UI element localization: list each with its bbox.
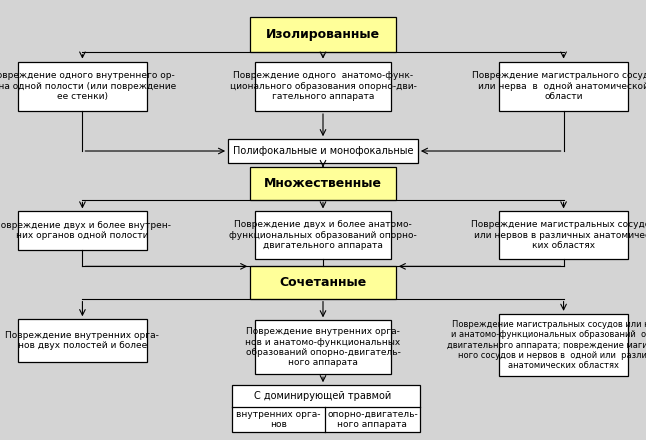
FancyBboxPatch shape: [250, 17, 396, 52]
FancyBboxPatch shape: [499, 62, 629, 111]
FancyBboxPatch shape: [255, 211, 391, 259]
FancyBboxPatch shape: [499, 314, 629, 376]
FancyBboxPatch shape: [17, 62, 147, 111]
Text: Повреждение магистральных сосудов или нервов
и анатомо-функциональных образовани: Повреждение магистральных сосудов или не…: [446, 320, 646, 370]
Text: Повреждение двух и более анатомо-
функциональных образований опорно-
двигательно: Повреждение двух и более анатомо- функци…: [229, 220, 417, 250]
FancyBboxPatch shape: [255, 62, 391, 111]
FancyBboxPatch shape: [17, 211, 147, 250]
Text: Изолированные: Изолированные: [266, 28, 380, 41]
FancyBboxPatch shape: [250, 266, 396, 299]
Text: Повреждение двух и более внутрен-
них органов одной полости: Повреждение двух и более внутрен- них ор…: [0, 221, 171, 241]
FancyBboxPatch shape: [228, 139, 418, 163]
Text: Повреждение магистрального сосуда
или нерва  в  одной анатомической
области: Повреждение магистрального сосуда или не…: [472, 71, 646, 101]
Text: С доминирующей травмой: С доминирующей травмой: [255, 391, 391, 401]
FancyBboxPatch shape: [250, 167, 396, 199]
Text: Повреждение внутренних орга-
нов двух полостей и более: Повреждение внутренних орга- нов двух по…: [6, 331, 160, 350]
FancyBboxPatch shape: [255, 320, 391, 374]
Text: Сочетанные: Сочетанные: [279, 276, 367, 289]
Text: Повреждение одного  анатомо-функ-
ционального образования опорно-дви-
гательного: Повреждение одного анатомо-функ- циональ…: [229, 71, 417, 101]
Text: опорно-двигатель-
ного аппарата: опорно-двигатель- ного аппарата: [327, 410, 418, 429]
Text: внутренних орга-
нов: внутренних орга- нов: [236, 410, 321, 429]
Text: Полифокальные и монофокальные: Полифокальные и монофокальные: [233, 146, 413, 156]
Text: Повреждение внутренних орга-
нов и анатомо-функциональных
образований опорно-дви: Повреждение внутренних орга- нов и анато…: [245, 327, 401, 367]
Text: Множественные: Множественные: [264, 177, 382, 190]
FancyBboxPatch shape: [232, 385, 421, 432]
FancyBboxPatch shape: [17, 319, 147, 362]
Text: Повреждение одного внутреннего ор-
гана одной полости (или повреждение
ее стенки: Повреждение одного внутреннего ор- гана …: [0, 71, 176, 101]
Text: Повреждение магистральных сосудов
или нервов в различных анатомичес-
ких областя: Повреждение магистральных сосудов или не…: [472, 220, 646, 250]
FancyBboxPatch shape: [499, 211, 629, 259]
